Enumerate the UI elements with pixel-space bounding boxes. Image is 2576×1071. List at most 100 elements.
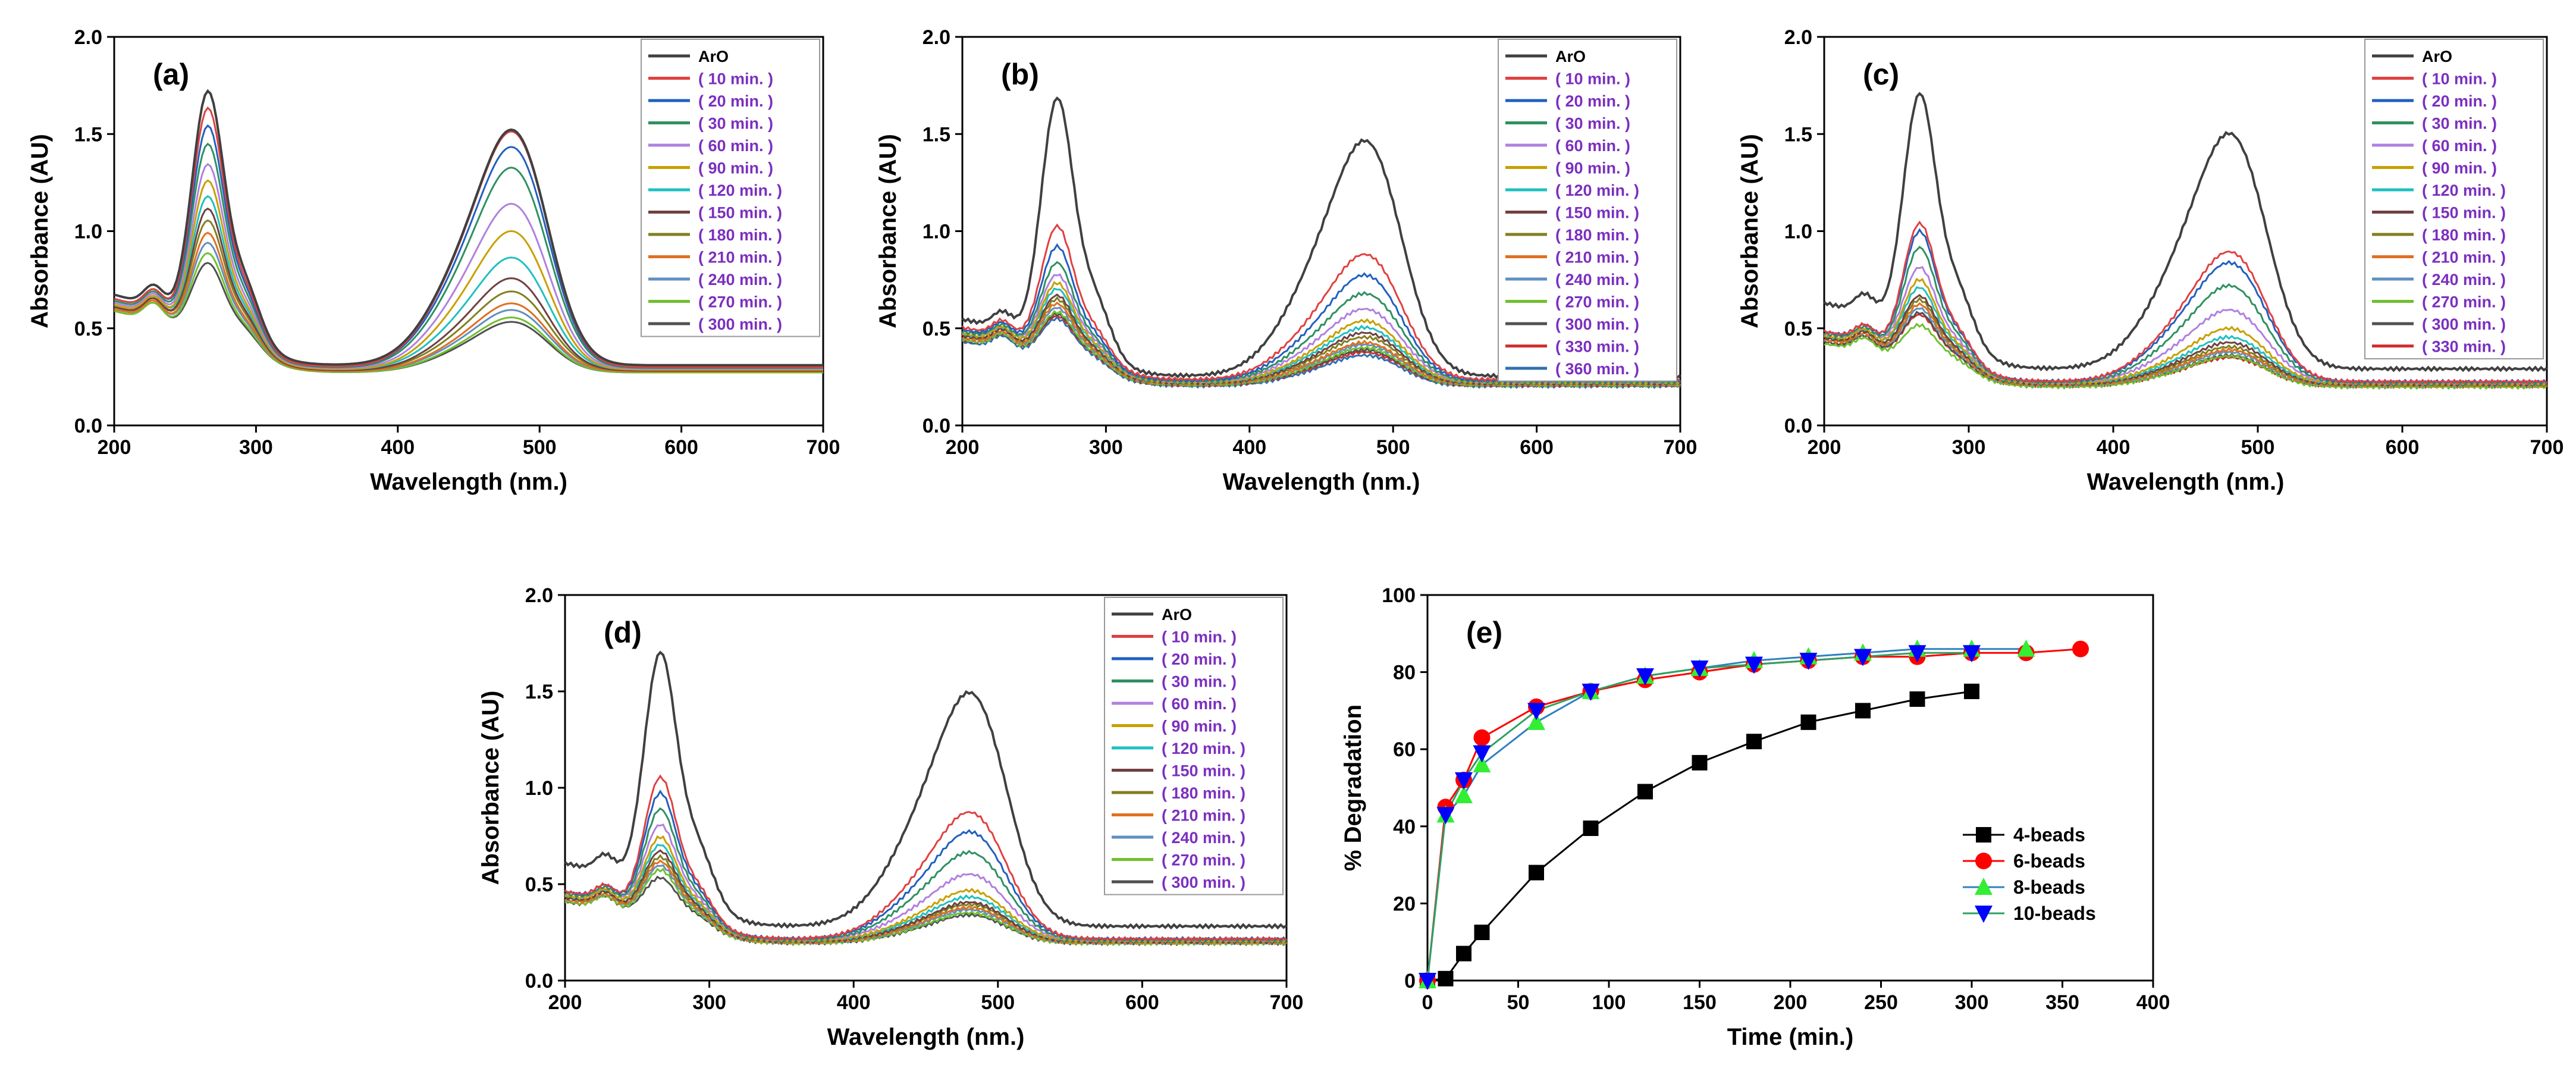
y-axis-label: Absorbance (AU) — [1737, 134, 1763, 328]
y-tick-label: 1.0 — [1784, 221, 1812, 243]
legend-entry: ( 90 min. ) — [1555, 159, 1630, 177]
x-tick-label: 700 — [2530, 436, 2564, 459]
data-point-square — [1456, 945, 1471, 962]
x-tick-label: 600 — [2386, 436, 2420, 459]
x-tick-label: 50 — [1507, 991, 1530, 1014]
x-tick-label: 300 — [239, 436, 273, 459]
x-tick-label: 600 — [1125, 991, 1159, 1014]
data-point-circle — [2072, 640, 2089, 657]
legend-entry: ( 300 min. ) — [1555, 315, 1639, 333]
data-point-triangle-down — [1419, 973, 1436, 990]
x-tick-label: 400 — [2097, 436, 2131, 459]
x-tick-label: 300 — [1952, 436, 1986, 459]
legend-box — [2364, 39, 2544, 359]
y-tick-label: 0 — [1404, 970, 1416, 992]
x-tick-label: 500 — [981, 991, 1015, 1014]
data-point-triangle-down — [1908, 645, 1926, 663]
legend-entry: ( 210 min. ) — [698, 249, 782, 267]
y-tick-label: 0.0 — [525, 970, 553, 992]
data-point-square — [1692, 754, 1708, 771]
y-tick-label: 0.0 — [74, 415, 102, 437]
data-point-triangle — [1455, 785, 1473, 803]
legend-entry: ArO — [1162, 606, 1192, 624]
legend-entry: ( 300 min. ) — [2422, 315, 2506, 333]
x-tick-label: 500 — [1376, 436, 1410, 459]
y-tick-label: 1.5 — [923, 123, 950, 146]
legend-entry: ( 240 min. ) — [1555, 271, 1639, 289]
legend-entry: ( 60 min. ) — [698, 137, 773, 155]
x-tick-label: 700 — [807, 436, 840, 459]
data-point-triangle-down — [1527, 703, 1545, 721]
legend-box — [641, 39, 820, 337]
series-line — [564, 849, 1287, 945]
y-axis-label: Absorbance (AU) — [27, 134, 53, 328]
legend-entry: ( 150 min. ) — [1555, 204, 1639, 222]
legend-entry: ( 30 min. ) — [1162, 673, 1237, 691]
legend-entry: ( 120 min. ) — [1555, 181, 1639, 199]
y-axis-label: Absorbance (AU) — [478, 691, 504, 885]
data-point-triangle-down — [1455, 772, 1473, 790]
legend-entry: ( 330 min. ) — [1555, 338, 1639, 356]
legend-entry: ( 10 min. ) — [1162, 628, 1237, 646]
legend-entry: ( 210 min. ) — [1162, 807, 1245, 825]
data-point-triangle-down — [1690, 660, 1709, 678]
x-axis-label: Wavelength (nm.) — [827, 1024, 1025, 1050]
panel-label: (b) — [1001, 58, 1039, 91]
legend-entry: ( 360 min. ) — [1555, 360, 1639, 378]
chart-panel-c: 200 300 400 500 600 700 0.0 0.5 1.0 1.5 2.0 Wavelen… — [1737, 26, 2564, 495]
x-tick-label: 100 — [1592, 991, 1626, 1014]
legend-entry: 10-beads — [2013, 903, 2096, 924]
chart-panel-e: 0 50 100 150 200 250 300 350 400 0 20 40 60 80 100 Time… — [1340, 584, 2170, 1050]
legend-entry: 4-beads — [2013, 824, 2085, 845]
legend-entry: ( 300 min. ) — [1162, 873, 1245, 891]
legend-entry: ( 180 min. ) — [1555, 226, 1639, 244]
panel-label: (d) — [604, 616, 642, 649]
x-tick-label: 700 — [1664, 436, 1698, 459]
data-point-triangle-down — [1854, 649, 1872, 666]
data-point-square — [1909, 691, 1925, 707]
y-axis-label: % Degradation — [1340, 704, 1366, 871]
y-tick-label: 20 — [1393, 892, 1416, 915]
series-line — [1823, 293, 2547, 387]
data-point-triangle-down — [1975, 906, 1993, 923]
y-tick-label: 2.0 — [74, 26, 102, 49]
legend-entry: ( 120 min. ) — [698, 181, 782, 199]
x-tick-label: 400 — [1232, 436, 1266, 459]
legend-entry: ( 90 min. ) — [2422, 159, 2497, 177]
x-tick-label: 300 — [1955, 991, 1989, 1014]
series-line — [1824, 322, 2547, 390]
data-point-square — [1583, 821, 1599, 837]
data-point-square — [1976, 827, 1991, 843]
data-point-square — [1529, 865, 1544, 881]
data-point-triangle — [1527, 712, 1545, 730]
data-point-square — [1637, 784, 1653, 800]
legend-entry: ( 270 min. ) — [698, 293, 782, 311]
data-point-triangle-down — [1745, 656, 1763, 674]
legend-entry: ( 270 min. ) — [1162, 851, 1245, 869]
data-point-square — [1855, 703, 1871, 719]
y-tick-label: 0.5 — [923, 318, 950, 340]
x-tick-label: 200 — [98, 436, 131, 459]
y-tick-label: 0.0 — [1784, 415, 1812, 437]
legend-entry: ( 60 min. ) — [1555, 137, 1630, 155]
legend-entry: 8-beads — [2013, 876, 2085, 898]
data-point-triangle — [1975, 878, 1993, 895]
series-line — [564, 650, 1288, 930]
data-point-triangle — [2017, 639, 2035, 657]
legend-entry: ( 150 min. ) — [698, 204, 782, 222]
data-point-triangle-down — [1582, 684, 1600, 701]
panel-label: (a) — [153, 58, 189, 91]
data-point-triangle — [1473, 755, 1491, 773]
y-tick-label: 0.0 — [923, 415, 950, 437]
series-line — [1426, 648, 2081, 981]
data-point-square — [1474, 925, 1490, 940]
data-point-square — [1746, 734, 1762, 750]
y-tick-label: 2.0 — [1784, 26, 1812, 49]
data-point-circle — [1473, 729, 1491, 746]
x-tick-label: 500 — [523, 436, 557, 459]
data-point-triangle-down — [1799, 653, 1818, 671]
x-axis-label: Wavelength (nm.) — [370, 469, 567, 495]
legend-entry: ( 10 min. ) — [698, 70, 773, 88]
legend-entry: ( 90 min. ) — [1162, 718, 1237, 735]
legend-entry: ( 150 min. ) — [2422, 204, 2506, 222]
